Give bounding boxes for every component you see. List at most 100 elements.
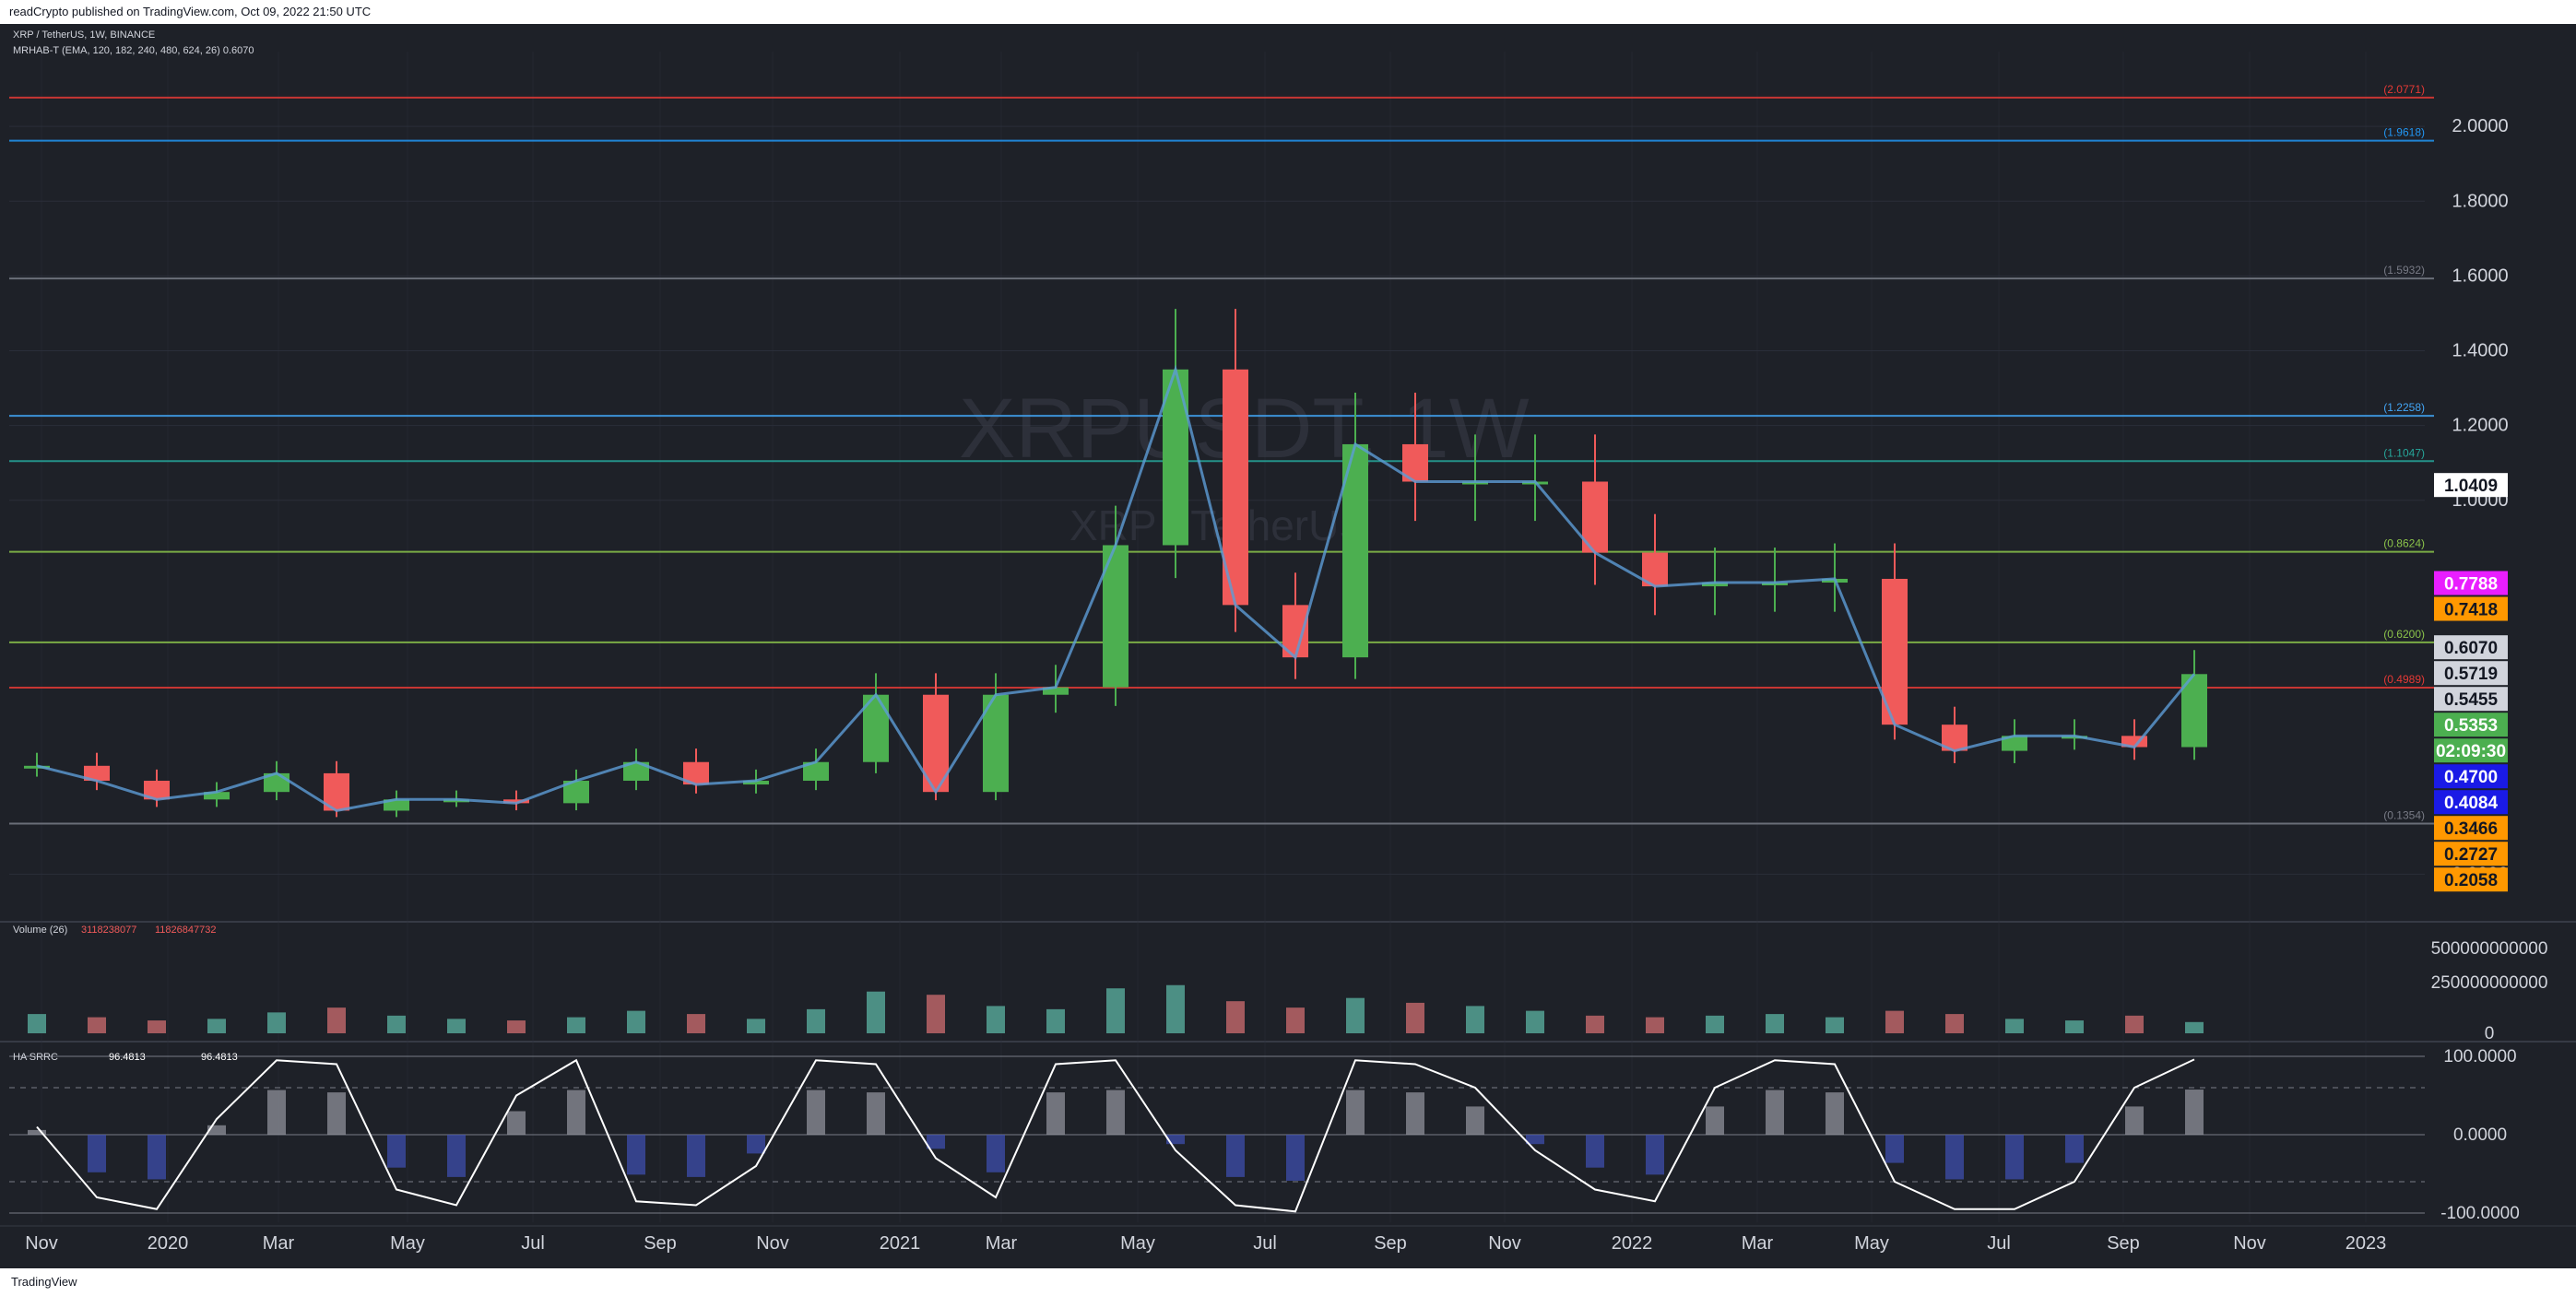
- volume-bar: [507, 1020, 526, 1033]
- osc-bar: [567, 1090, 585, 1135]
- time-tick-label: Nov: [2233, 1233, 2266, 1254]
- osc-bar: [1945, 1135, 1964, 1180]
- level-label: (0.4989): [2383, 673, 2425, 686]
- candle-body: [384, 799, 409, 811]
- osc-bar: [1226, 1135, 1245, 1177]
- osc-bar: [1885, 1135, 1904, 1163]
- volume-bar: [1346, 997, 1365, 1033]
- symbol-legend: XRP / TetherUS, 1W, BINANCE: [13, 29, 155, 41]
- osc-bar: [1826, 1092, 1844, 1135]
- osc-bar: [88, 1135, 106, 1172]
- volume-bar: [267, 1012, 286, 1033]
- price-tag: [2434, 842, 2508, 866]
- price-tag-label: 0.7418: [2444, 601, 2498, 620]
- time-tick-label: Nov: [25, 1233, 58, 1254]
- volume-bar: [627, 1010, 645, 1033]
- price-tag: [2434, 764, 2508, 789]
- osc-title: HA SRRC: [13, 1052, 58, 1063]
- price-tag: [2434, 738, 2508, 763]
- osc-bar: [1046, 1092, 1065, 1135]
- time-tick-label: Sep: [2107, 1233, 2140, 1254]
- price-tag: [2434, 713, 2508, 737]
- price-tag-label: 1.0409: [2444, 477, 2498, 496]
- candle-body: [623, 761, 649, 782]
- osc-bar: [207, 1125, 226, 1135]
- volume-bar: [447, 1019, 466, 1033]
- osc-bar: [1466, 1106, 1484, 1135]
- osc-bar: [327, 1092, 346, 1135]
- osc-bar: [2005, 1135, 2024, 1180]
- volume-bar: [867, 991, 885, 1033]
- close-line: [36, 364, 2196, 813]
- brand-bar: TradingView: [0, 1268, 2576, 1296]
- osc-bar: [927, 1135, 945, 1149]
- price-tag-label: 0.2058: [2444, 871, 2498, 890]
- osc-bar: [387, 1135, 406, 1168]
- candle-body: [144, 781, 170, 800]
- price-tag: [2434, 473, 2508, 498]
- chart-canvas[interactable]: XRPUSDT, 1W XRP / TetherUS (2.0771)(1.96…: [0, 24, 2576, 1268]
- price-tag-label: 0.4084: [2444, 794, 2499, 813]
- volume-bar: [2005, 1019, 2024, 1033]
- price-tag: [2434, 661, 2508, 686]
- volume-bar: [1466, 1006, 1484, 1033]
- volume-bar: [1046, 1008, 1065, 1033]
- volume-value-2: 11826847732: [155, 925, 216, 936]
- volume-bar: [687, 1014, 705, 1033]
- publish-bar: readCrypto published on TradingView.com,…: [0, 0, 2576, 24]
- time-tick-label: Mar: [263, 1233, 295, 1254]
- price-tag: [2434, 867, 2508, 892]
- volume-bar: [1106, 988, 1125, 1033]
- level-label: (0.8624): [2383, 537, 2425, 550]
- volume-tick-label: 250000000000: [2431, 973, 2548, 993]
- osc-bar: [2185, 1090, 2204, 1135]
- volume-bar: [1406, 1002, 1424, 1033]
- price-tag-label: 0.2727: [2444, 845, 2498, 865]
- time-tick-label: Mar: [1742, 1233, 1774, 1254]
- price-tick-label: 1.4000: [2452, 341, 2508, 361]
- price-tag-label: 0.6070: [2444, 639, 2498, 658]
- volume-bar: [88, 1017, 106, 1033]
- volume-bar: [327, 1007, 346, 1033]
- time-tick-label: Nov: [1488, 1233, 1521, 1254]
- osc-bar: [1586, 1135, 1604, 1168]
- time-tick-label: 2022: [1612, 1233, 1653, 1254]
- osc-bar: [1706, 1106, 1724, 1135]
- volume-bar: [207, 1019, 226, 1033]
- price-tag: [2434, 790, 2508, 815]
- price-tag-label: 02:09:30: [2436, 742, 2506, 761]
- volume-bar: [807, 1008, 825, 1033]
- osc-bar: [148, 1135, 166, 1180]
- volume-title: Volume (26): [13, 925, 67, 936]
- price-tick-label: 1.6000: [2452, 265, 2508, 286]
- time-tick-label: Jul: [1253, 1233, 1277, 1254]
- price-tag: [2434, 816, 2508, 841]
- volume-bar: [927, 995, 945, 1033]
- volume-bar: [1286, 1007, 1305, 1033]
- osc-bar: [987, 1135, 1005, 1172]
- time-tick-label: Jul: [521, 1233, 545, 1254]
- osc-bar: [807, 1090, 825, 1135]
- price-tag: [2434, 596, 2508, 621]
- osc-bar: [747, 1135, 765, 1154]
- time-tick-label: Jul: [1987, 1233, 2011, 1254]
- publish-text: readCrypto published on TradingView.com,…: [9, 5, 372, 18]
- osc-bar: [1286, 1135, 1305, 1181]
- osc-tick-label: 0.0000: [2453, 1125, 2507, 1145]
- time-tick-label: 2023: [2346, 1233, 2387, 1254]
- brand-text: TradingView: [11, 1275, 77, 1289]
- time-tick-label: 2021: [880, 1233, 921, 1254]
- osc-bar: [1766, 1090, 1784, 1135]
- volume-bar: [1826, 1017, 1844, 1033]
- osc-value-2: 96.4813: [201, 1052, 238, 1063]
- volume-tick-label: 500000000000: [2431, 939, 2548, 959]
- volume-bar: [1766, 1014, 1784, 1033]
- volume-bar: [1885, 1010, 1904, 1033]
- time-tick-label: May: [390, 1233, 425, 1254]
- osc-bar: [2065, 1135, 2084, 1163]
- osc-line: [36, 1058, 2195, 1213]
- osc-bar: [1526, 1135, 1544, 1145]
- price-tag: [2434, 571, 2508, 595]
- level-label: (1.5932): [2383, 264, 2425, 277]
- osc-bar: [1106, 1090, 1125, 1135]
